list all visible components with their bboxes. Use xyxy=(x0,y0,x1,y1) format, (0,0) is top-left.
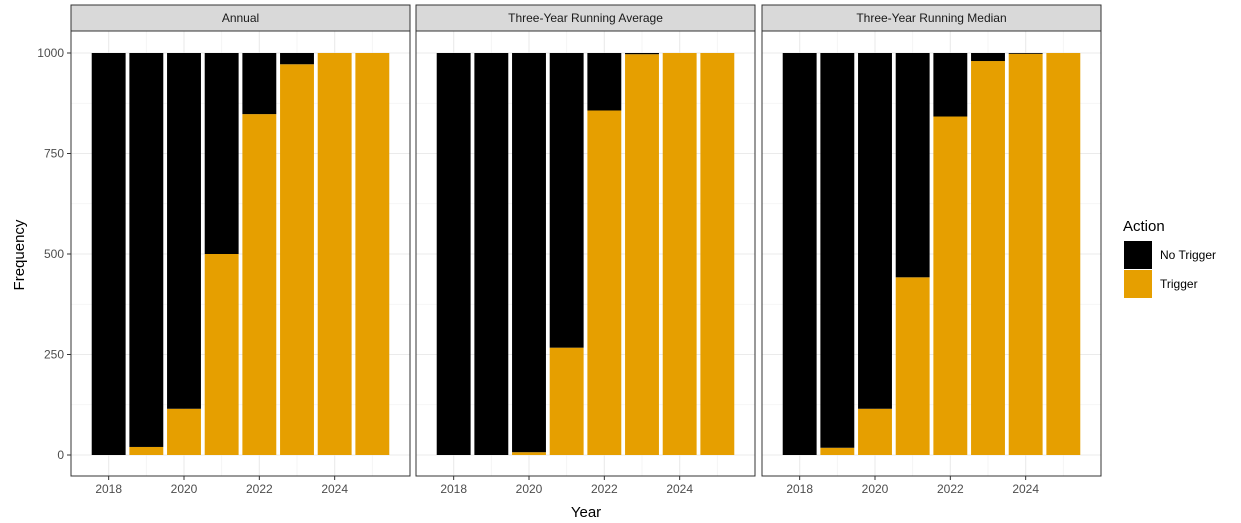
bar-no-trigger-2024 xyxy=(1008,53,1043,54)
bar-trigger-2020 xyxy=(512,452,546,455)
legend: Action No Trigger Trigger xyxy=(1123,218,1216,298)
legend-title: Action xyxy=(1123,218,1165,235)
x-tick-label: 2024 xyxy=(1012,482,1039,496)
bar-trigger-2021 xyxy=(204,254,239,455)
bar-no-trigger-2021 xyxy=(895,53,930,278)
panel-title: Three-Year Running Average xyxy=(508,11,663,25)
x-axis-ticks: 2018 2020 2022 2024 xyxy=(95,476,348,496)
y-tick-label: 500 xyxy=(44,247,64,261)
legend-key-no-trigger xyxy=(1124,241,1152,269)
bar-trigger-2024 xyxy=(1008,53,1043,455)
panel-title: Annual xyxy=(222,11,259,25)
bar-no-trigger-2020 xyxy=(167,53,201,409)
x-tick-label: 2020 xyxy=(862,482,889,496)
panel-border xyxy=(415,30,756,477)
x-tick-label: 2018 xyxy=(786,482,813,496)
bar-trigger-2023 xyxy=(280,64,314,456)
x-tick-label: 2022 xyxy=(937,482,964,496)
x-tick-label: 2020 xyxy=(171,482,198,496)
bar-trigger-2021 xyxy=(549,347,584,455)
x-axis-ticks: 2018 2020 2022 2024 xyxy=(786,476,1039,496)
bar-no-trigger-2023 xyxy=(280,53,314,65)
bar-no-trigger-2020 xyxy=(858,53,892,409)
legend-label: No Trigger xyxy=(1160,248,1216,262)
bar-trigger-2025 xyxy=(700,53,735,455)
legend-label: Trigger xyxy=(1160,277,1198,291)
bar-no-trigger-2019 xyxy=(474,53,509,455)
bars xyxy=(91,53,390,456)
panel-1: Annual 2018 2020 2022 2024 0 250 500 750 1000 xyxy=(37,4,411,496)
x-tick-label: 2024 xyxy=(666,482,693,496)
bar-no-trigger-2019 xyxy=(129,53,164,447)
bar-trigger-2022 xyxy=(242,114,277,455)
bar-no-trigger-2020 xyxy=(512,53,546,453)
bar-no-trigger-2023 xyxy=(971,53,1005,62)
bar-trigger-2020 xyxy=(858,408,892,455)
x-tick-label: 2020 xyxy=(516,482,543,496)
bar-no-trigger-2022 xyxy=(242,53,277,115)
x-axis-title: Year xyxy=(571,504,601,521)
x-tick-label: 2022 xyxy=(246,482,273,496)
bar-trigger-2019 xyxy=(820,447,855,455)
bar-trigger-2023 xyxy=(625,54,659,456)
y-tick-label: 250 xyxy=(44,348,64,362)
x-axis-ticks: 2018 2020 2022 2024 xyxy=(440,476,693,496)
bar-no-trigger-2021 xyxy=(549,53,584,348)
bar-trigger-2021 xyxy=(895,277,930,455)
bar-no-trigger-2018 xyxy=(436,53,471,455)
bar-no-trigger-2021 xyxy=(204,53,239,254)
panel-3: Three-Year Running Median 2018 2020 2022 202… xyxy=(761,4,1102,496)
x-tick-label: 2024 xyxy=(321,482,348,496)
panel-border xyxy=(761,30,1102,477)
bar-no-trigger-2023 xyxy=(625,53,659,55)
bar-trigger-2024 xyxy=(317,53,352,455)
bar-trigger-2025 xyxy=(355,53,390,455)
bar-trigger-2023 xyxy=(971,61,1005,455)
panel-strip xyxy=(70,4,411,32)
y-tick-label: 750 xyxy=(44,147,64,161)
bars xyxy=(436,53,735,456)
axis-titles: Year Frequency xyxy=(11,219,601,521)
bar-no-trigger-2022 xyxy=(933,53,968,117)
bar-no-trigger-2019 xyxy=(820,53,855,448)
y-axis-title: Frequency xyxy=(11,219,28,290)
chart-panels: Annual 2018 2020 2022 2024 0 250 500 750 1000 Thre… xyxy=(37,4,1102,496)
bar-trigger-2022 xyxy=(587,110,622,456)
x-tick-label: 2018 xyxy=(95,482,122,496)
y-axis-ticks: 0 250 500 750 1000 xyxy=(37,46,71,462)
bars xyxy=(782,53,1081,456)
bar-trigger-2020 xyxy=(167,408,201,455)
bar-trigger-2019 xyxy=(129,446,164,455)
panel-strip xyxy=(761,4,1102,32)
bar-trigger-2024 xyxy=(662,53,697,455)
y-tick-label: 0 xyxy=(57,448,64,462)
x-tick-label: 2022 xyxy=(591,482,618,496)
bar-trigger-2025 xyxy=(1046,53,1081,455)
y-tick-label: 1000 xyxy=(37,46,64,60)
legend-key-trigger xyxy=(1124,270,1152,298)
x-tick-label: 2018 xyxy=(440,482,467,496)
panel-title: Three-Year Running Median xyxy=(856,11,1006,25)
bar-no-trigger-2022 xyxy=(587,53,622,111)
bar-trigger-2022 xyxy=(933,116,968,456)
bar-no-trigger-2018 xyxy=(91,53,126,455)
bar-no-trigger-2018 xyxy=(782,53,817,455)
